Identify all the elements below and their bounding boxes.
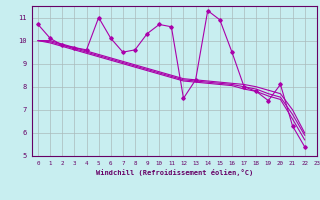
- X-axis label: Windchill (Refroidissement éolien,°C): Windchill (Refroidissement éolien,°C): [96, 169, 253, 176]
